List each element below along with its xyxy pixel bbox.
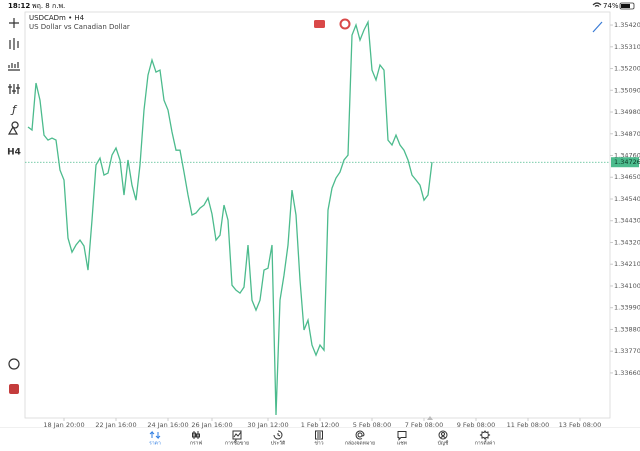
objects-tool[interactable] (7, 121, 19, 135)
tab-icon[interactable] (149, 430, 161, 440)
plot-frame (24, 11, 611, 419)
tab-icon[interactable] (355, 430, 365, 440)
y-tick-label: 1.34100 (614, 282, 640, 290)
scroll-marker (427, 416, 433, 420)
settings-tool[interactable] (8, 84, 20, 94)
x-tick-label: 18 Jan 20:00 (43, 421, 84, 429)
tab-label[interactable]: การซื้อขาย (225, 438, 249, 447)
x-tick-label: 30 Jan 12:00 (247, 421, 288, 429)
y-tick-label: 1.33770 (614, 347, 640, 355)
x-tick-label: 5 Feb 08:00 (353, 421, 392, 429)
function-tool[interactable]: ƒ (10, 103, 18, 116)
tab-icon[interactable] (479, 430, 491, 440)
x-tick-label: 11 Feb 08:00 (507, 421, 550, 429)
tab-label[interactable]: ราคา (149, 441, 161, 447)
left-toolbar: ƒ H4 (7, 18, 21, 394)
last-price-box (611, 157, 639, 168)
one-click-button[interactable] (339, 18, 351, 30)
symbol-title: USDCADm • H4 (29, 14, 85, 22)
battery-icon (619, 2, 635, 10)
y-tick-label: 1.34870 (614, 130, 640, 138)
x-tick-label: 9 Feb 08:00 (457, 421, 496, 429)
y-tick-label: 1.34210 (614, 260, 640, 268)
battery-level (621, 4, 630, 8)
tab-label[interactable]: ข่าว (314, 441, 323, 447)
tab-label[interactable]: การตั้งค่า (475, 438, 496, 447)
tab-icon[interactable] (232, 430, 242, 440)
chart-type-tool[interactable] (9, 38, 19, 50)
y-tick-label: 1.34430 (614, 217, 640, 225)
indicators-tool[interactable] (8, 62, 20, 71)
tab-icon[interactable] (192, 431, 200, 439)
status-battery: 74% (603, 2, 619, 10)
y-tick-label: 1.33880 (614, 325, 640, 333)
tab-label[interactable]: แชท (397, 441, 407, 447)
crosshair-tool[interactable] (9, 18, 19, 28)
y-tick-label: 1.34320 (614, 238, 640, 246)
sell-button[interactable] (314, 20, 325, 28)
x-tick-label: 26 Jan 16:00 (191, 421, 232, 429)
y-tick-label: 1.35310 (614, 43, 640, 51)
tab-label[interactable]: กราฟ (190, 441, 203, 447)
y-tick-label: 1.33990 (614, 304, 640, 312)
wifi-icon (592, 2, 602, 7)
tab-icon[interactable] (273, 430, 283, 440)
timeframe-button[interactable]: H4 (7, 148, 21, 158)
tab-label[interactable]: กล่องจดหมาย (345, 441, 375, 447)
symbol-description: US Dollar vs Canadian Dollar (29, 23, 130, 31)
x-tick-label: 7 Feb 08:00 (405, 421, 444, 429)
x-tick-label: 13 Feb 08:00 (559, 421, 602, 429)
assistant-icon[interactable] (8, 358, 20, 370)
y-tick-label: 1.34540 (614, 195, 640, 203)
tab-icon[interactable] (315, 430, 323, 440)
y-tick-label: 1.34650 (614, 173, 640, 181)
y-tick-label: 1.35200 (614, 65, 640, 73)
tab-label[interactable]: บัญชี (438, 440, 449, 447)
y-tick-label: 1.35090 (614, 86, 640, 94)
y-tick-label: 1.34760 (614, 152, 640, 160)
x-tick-label: 22 Jan 16:00 (95, 421, 136, 429)
status-time: 18:12 (8, 2, 30, 10)
y-tick-label: 1.35420 (614, 21, 640, 29)
status-date: พฤ. 8 ก.พ. (32, 2, 65, 10)
trade-line-tool[interactable] (592, 21, 603, 33)
last-price-label: 1.34726 (614, 158, 640, 166)
tab-label[interactable]: ประวัติ (271, 440, 286, 447)
y-tick-label: 1.34980 (614, 108, 640, 116)
x-tick-label: 1 Feb 12:00 (301, 421, 340, 429)
price-line (27, 19, 433, 416)
x-tick-label: 24 Jan 16:00 (147, 421, 188, 429)
broker-icon[interactable] (9, 384, 19, 394)
tab-icon[interactable] (438, 430, 448, 440)
tab-icon[interactable] (397, 431, 407, 441)
y-tick-label: 1.33660 (614, 369, 640, 377)
